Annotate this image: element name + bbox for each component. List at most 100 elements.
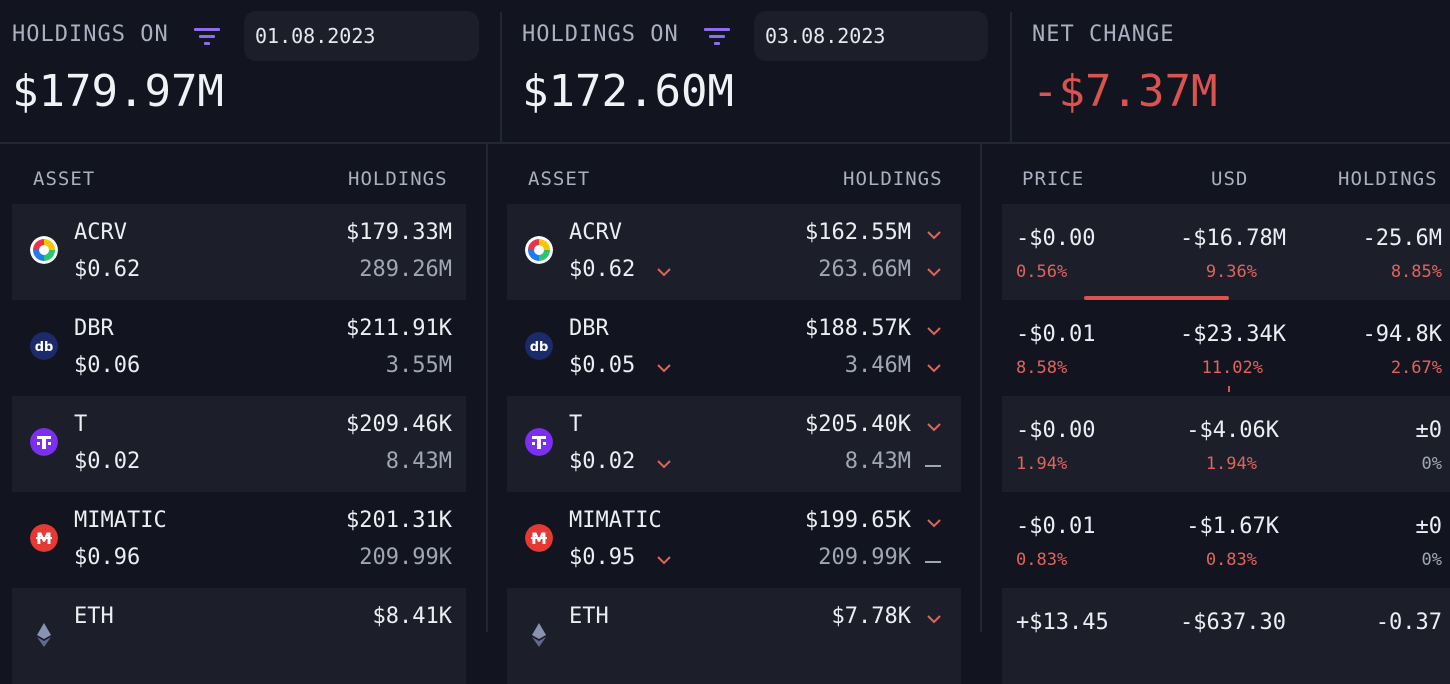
holding-usd: $162.55M [805, 220, 911, 245]
asset-price: $0.95 [569, 545, 636, 570]
asset-symbol: ACRV [569, 220, 622, 245]
column-header-usd[interactable]: USD [1211, 168, 1249, 190]
table-row[interactable]: T $0.02 $209.46K 8.43M [12, 396, 466, 492]
holdings-change-percent: 0% [1421, 454, 1442, 474]
usd-change-percent: 11.02% [1201, 358, 1263, 378]
table-row[interactable]: +$13.45 -$637.30 -0.37 [1002, 588, 1450, 684]
asset-symbol: MIMATIC [74, 508, 167, 533]
holdings-change: -0.37 [1375, 610, 1442, 635]
svg-text:db: db [35, 340, 54, 355]
net-change-label: NET CHANGE [1032, 22, 1175, 47]
unchanged-dash-icon [925, 465, 941, 467]
asset-price: $0.62 [74, 257, 141, 282]
holding-usd: $211.91K [346, 316, 452, 341]
asset-symbol: ACRV [74, 220, 127, 245]
usd-change: -$4.06K [1186, 418, 1279, 443]
holding-usd: $179.33M [346, 220, 452, 245]
header-mid: HOLDINGS ON 03.08.2023 $172.60M [510, 0, 1010, 142]
ethereum-icon [37, 623, 51, 647]
column-header-price[interactable]: PRICE [1022, 168, 1085, 190]
table-row[interactable]: M MIMATIC $0.96 $201.31K 209.99K [12, 492, 466, 588]
mimatic-icon: M [525, 524, 553, 552]
header-divider [0, 142, 1450, 144]
asset-price: $0.05 [569, 353, 636, 378]
asset-symbol: MIMATIC [569, 508, 662, 533]
holding-quantity: 209.99K [359, 545, 452, 570]
price-change-percent: 8.58% [1016, 358, 1068, 378]
usd-change: -$16.78M [1180, 226, 1286, 251]
table-row[interactable]: ETH $7.78K [507, 588, 961, 684]
table-row[interactable]: -$0.00 0.56% -$16.78M 9.36% -25.6M 8.85% [1002, 204, 1450, 300]
holding-quantity: 289.26M [359, 257, 452, 282]
asset-price: $0.02 [74, 449, 141, 474]
holding-quantity: 3.46M [844, 353, 911, 378]
unchanged-dash-icon [925, 561, 941, 563]
divider [500, 12, 502, 142]
holdings-on-label: HOLDINGS ON [522, 22, 679, 47]
curve-icon [30, 236, 58, 264]
price-change: -$0.01 [1016, 322, 1096, 347]
table-row[interactable]: -$0.01 0.83% -$1.67K 0.83% ±0 0% [1002, 492, 1450, 588]
holdings-total-start: $179.97M [12, 66, 224, 117]
holdings-on-label: HOLDINGS ON [12, 22, 169, 47]
threshold-icon [30, 428, 58, 456]
holding-usd: $201.31K [346, 508, 452, 533]
usd-change-percent: 9.36% [1205, 262, 1257, 282]
asset-price: $0.96 [74, 545, 141, 570]
decrease-chevron-icon [927, 364, 941, 373]
table-row[interactable]: db DBR $0.05 $188.57K 3.46M [507, 300, 961, 396]
table-row[interactable]: ETH $8.41K [12, 588, 466, 684]
filter-icon[interactable] [704, 26, 730, 46]
date-input-start[interactable]: 01.08.2023 [244, 11, 479, 61]
mimatic-icon: M [30, 524, 58, 552]
price-change: -$0.00 [1016, 226, 1096, 251]
table-row[interactable]: db DBR $0.06 $211.91K 3.55M [12, 300, 466, 396]
asset-symbol: T [569, 412, 583, 437]
usd-change-percent: 0.83% [1205, 550, 1257, 570]
column-header-holdings[interactable]: HOLDINGS [348, 168, 448, 190]
date-input-end[interactable]: 03.08.2023 [754, 11, 988, 61]
holding-quantity: 8.43M [385, 449, 452, 474]
decrease-chevron-icon [927, 268, 941, 277]
column-header-holdings[interactable]: HOLDINGS [843, 168, 943, 190]
decrease-chevron-icon [927, 519, 941, 528]
column-header-asset[interactable]: ASSET [33, 168, 96, 190]
table-row[interactable]: -$0.01 8.58% -$23.34K 11.02% -94.8K 2.67… [1002, 300, 1450, 396]
asset-price: $0.62 [569, 257, 636, 282]
dola-borrowing-rights-icon: db [525, 332, 553, 360]
decrease-chevron-icon [927, 423, 941, 432]
price-change: +$13.45 [1016, 610, 1109, 635]
usd-change: -$637.30 [1180, 610, 1286, 635]
table-row[interactable]: T $0.02 $205.40K 8.43M [507, 396, 961, 492]
price-change-percent: 0.56% [1016, 262, 1068, 282]
table-row[interactable]: ACRV $0.62 $162.55M 263.66M [507, 204, 961, 300]
date-value: 03.08.2023 [765, 24, 886, 48]
threshold-icon [525, 428, 553, 456]
holdings-change: ±0 [1415, 418, 1443, 443]
holding-usd: $8.41K [372, 604, 452, 629]
holdings-change-percent: 0% [1421, 550, 1442, 570]
asset-symbol: ETH [74, 604, 114, 629]
holdings-change: -94.8K [1362, 322, 1442, 347]
column-header-holdings[interactable]: HOLDINGS [1338, 168, 1438, 190]
holding-usd: $205.40K [805, 412, 911, 437]
column-header-asset[interactable]: ASSET [528, 168, 591, 190]
asset-symbol: DBR [74, 316, 114, 341]
decrease-chevron-icon [927, 231, 941, 240]
net-change-value: -$7.37M [1032, 66, 1218, 117]
holding-usd: $7.78K [831, 604, 911, 629]
holdings-change-percent: 8.85% [1390, 262, 1442, 282]
table-row[interactable]: -$0.00 1.94% -$4.06K 1.94% ±0 0% [1002, 396, 1450, 492]
filter-icon[interactable] [194, 26, 220, 46]
divider [486, 144, 488, 632]
usd-change: -$1.67K [1186, 514, 1279, 539]
table-row[interactable]: M MIMATIC $0.95 $199.65K 209.99K [507, 492, 961, 588]
asset-symbol: ETH [569, 604, 609, 629]
usd-change-percent: 1.94% [1205, 454, 1257, 474]
change-bar [1228, 386, 1230, 392]
table-row[interactable]: ACRV $0.62 $179.33M 289.26M [12, 204, 466, 300]
asset-symbol: T [74, 412, 88, 437]
price-change-percent: 1.94% [1016, 454, 1068, 474]
date-value: 01.08.2023 [255, 24, 376, 48]
ethereum-icon [532, 623, 546, 647]
